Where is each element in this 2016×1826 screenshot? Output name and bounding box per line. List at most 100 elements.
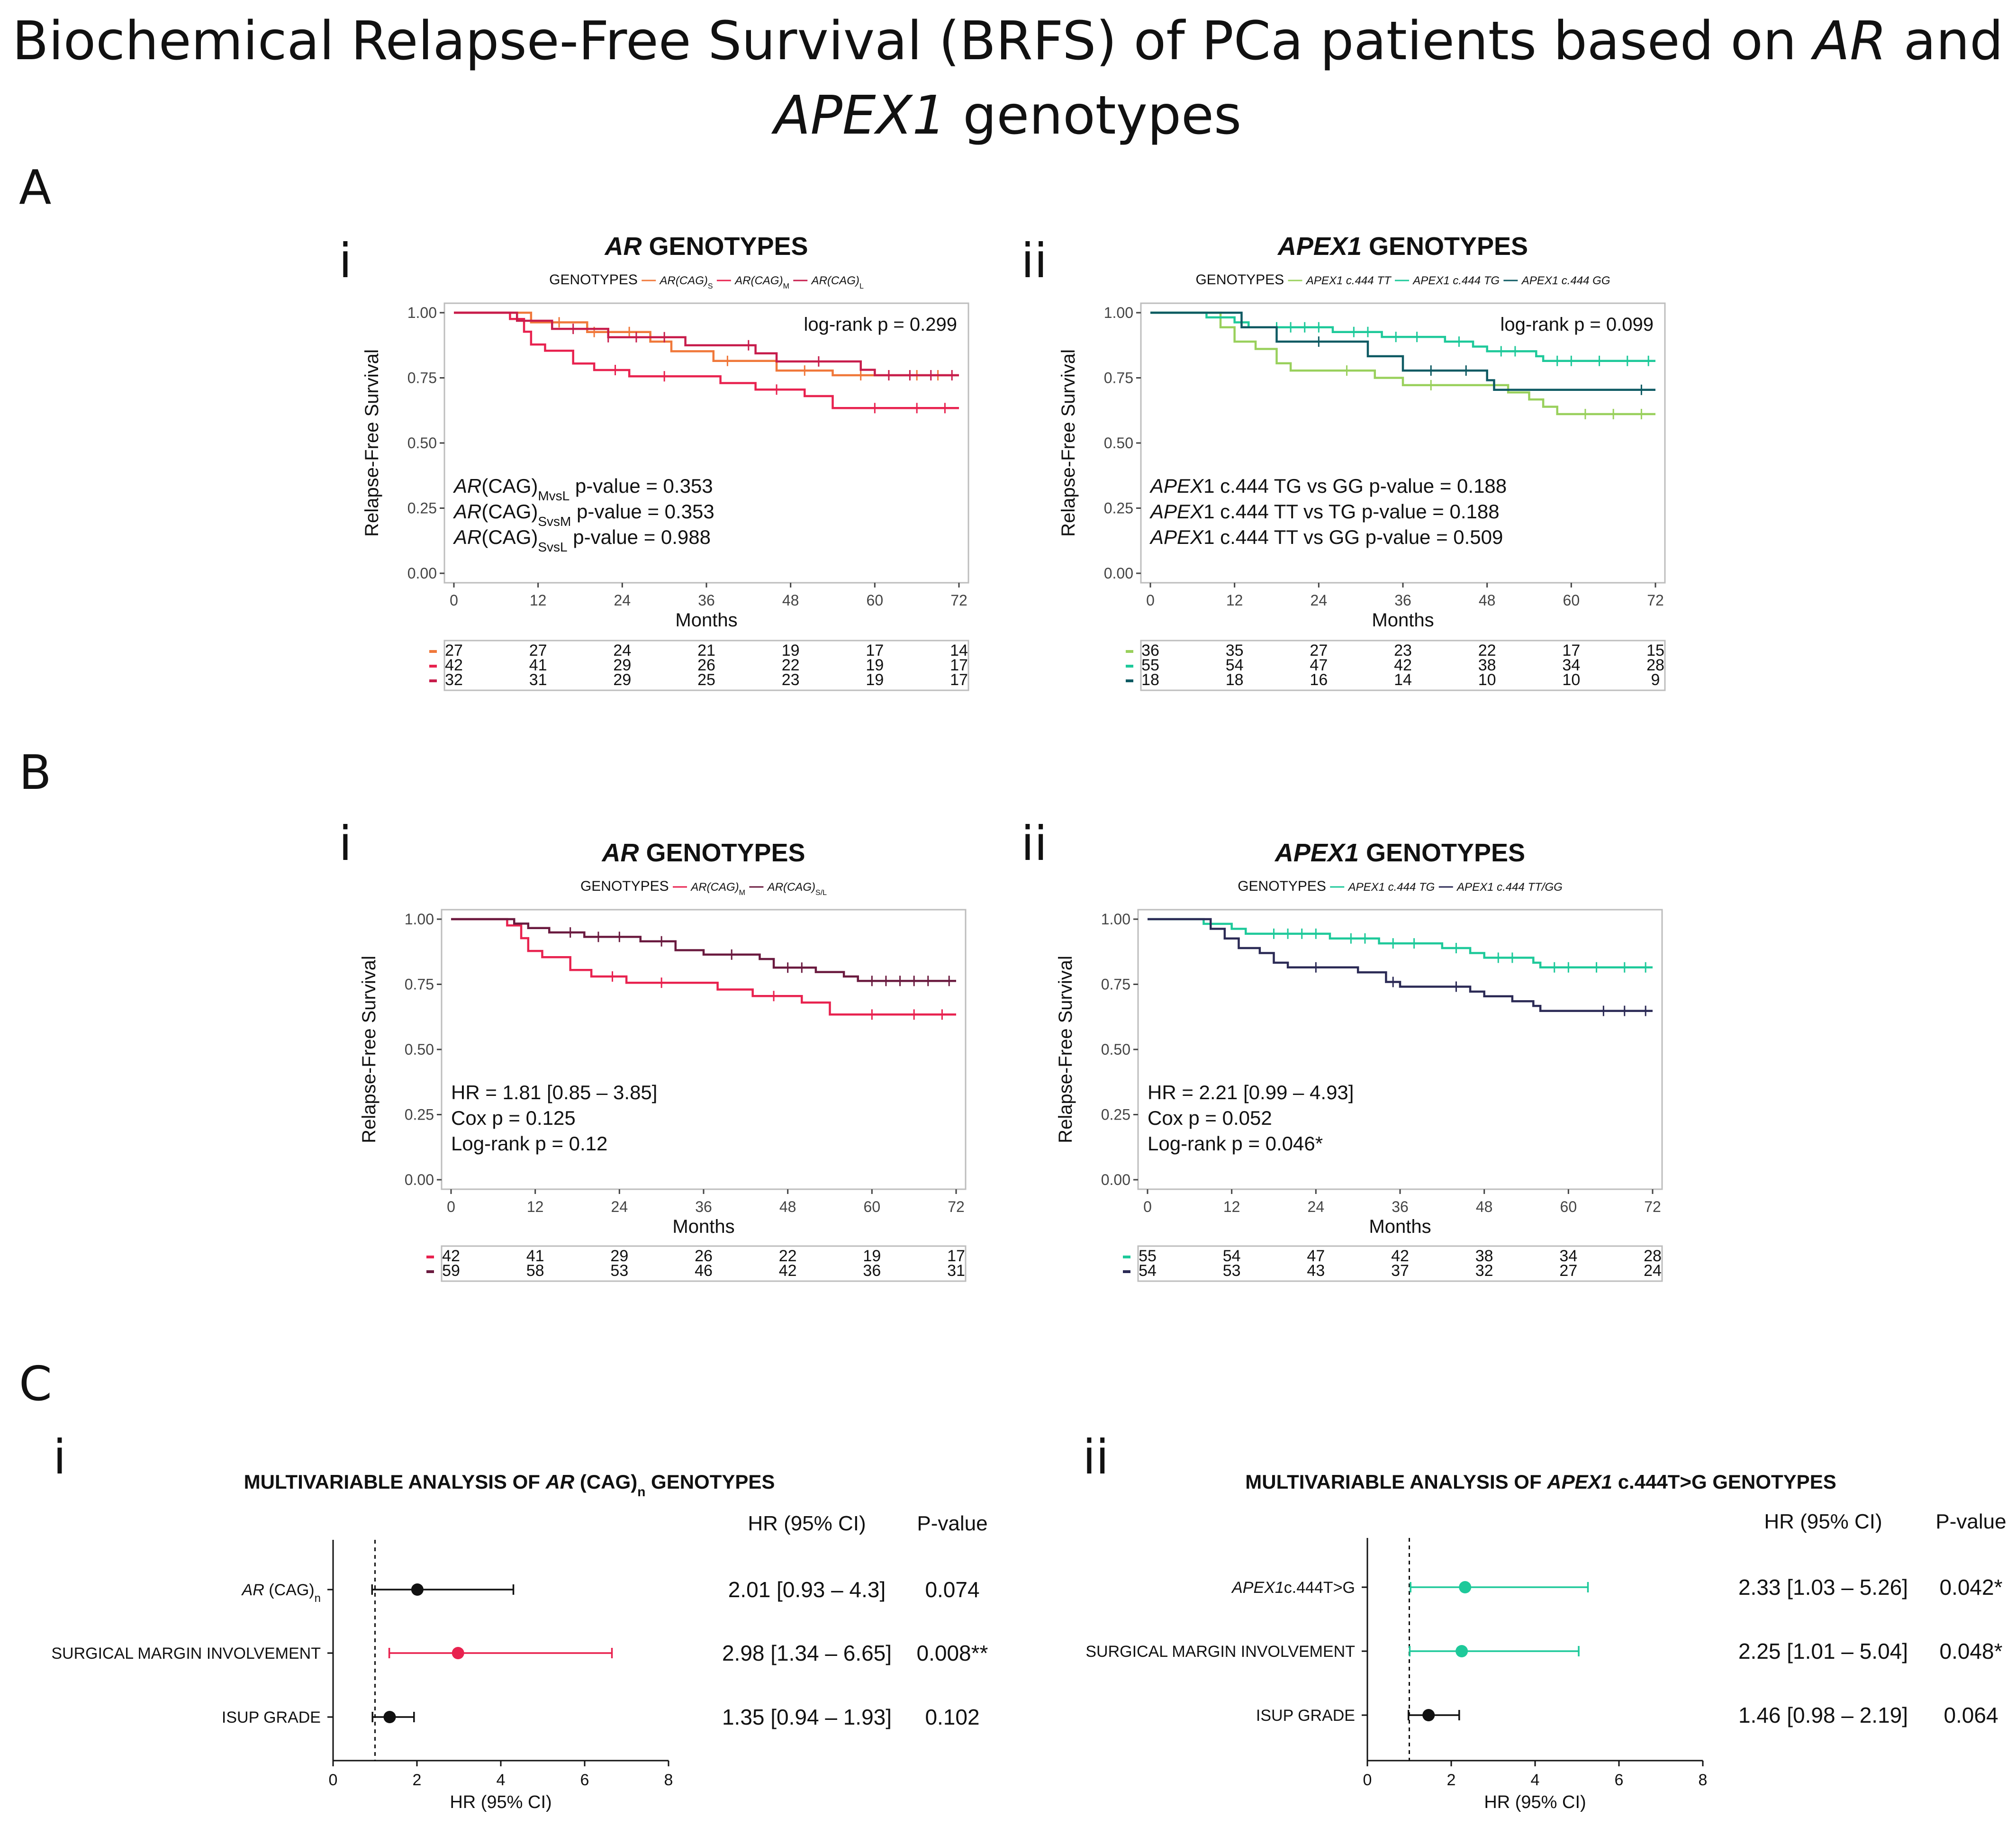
forest-hr-value: 2.01 [0.93 – 4.3] [728, 1577, 886, 1602]
km-y-tick-label: 0.00 [407, 565, 437, 582]
km-risk-cell: 10 [1562, 671, 1580, 689]
km-legend: GENOTYPES — APEX1 c.444 TG — APEX1 c.444… [1238, 878, 1563, 894]
km-risk-cell: 54 [1223, 1247, 1241, 1265]
km-annotation: AR(CAG)SvsM p-value = 0.353 [452, 500, 714, 529]
km-risk-cell: 15 [1646, 642, 1664, 660]
km-risk-cell: 41 [526, 1247, 544, 1265]
km-risk-cell: 35 [1226, 642, 1244, 660]
forest-title-text: MULTIVARIABLE ANALYSIS OF [1245, 1471, 1547, 1493]
forest-x-tick-label: 8 [1699, 1771, 1708, 1789]
km-legend-title: GENOTYPES [549, 272, 642, 288]
km-y-tick-label: 1.00 [1104, 304, 1133, 321]
km-y-tick-label: 0.75 [1104, 370, 1133, 387]
km-risk-cell: 24 [1644, 1262, 1662, 1280]
km-y-axis-label: Relapse-Free Survival [362, 349, 382, 537]
km-legend-title: GENOTYPES [1195, 272, 1288, 288]
forest-p-header: P-value [917, 1512, 987, 1535]
km-y-tick-label: 0.75 [405, 976, 434, 993]
km-title: APEX1 GENOTYPES [1274, 839, 1525, 867]
km-annotation-text: 1 c.444 TT vs TG [1203, 500, 1356, 523]
km-risk-cell: 55 [1141, 656, 1159, 674]
forest-row-label-text: c.444T>G [1284, 1579, 1355, 1597]
km-risk-cell: 24 [613, 642, 631, 660]
km-annotation-italic: AR [452, 475, 481, 497]
km-risk-cell: 38 [1478, 656, 1496, 674]
km-legend-label: APEX1 c.444 TG [1412, 274, 1500, 287]
km-x-tick-label: 24 [1308, 1198, 1325, 1215]
km-y-tick-label: 1.00 [407, 304, 437, 321]
forest-hr-point [1459, 1581, 1472, 1593]
km-curve [1150, 311, 1655, 391]
km-risk-cell: 54 [1139, 1262, 1157, 1280]
km-annotation-italic: AR [452, 500, 481, 523]
km-annotation: APEX1 c.444 TT vs TG p-value = 0.188 [1149, 500, 1500, 523]
km-y-tick-label: 0.50 [405, 1041, 434, 1058]
km-risk-cell: 10 [1478, 671, 1496, 689]
forest-row-label: SURGICAL MARGIN INVOLVEMENT [1085, 1643, 1355, 1661]
km-risk-cell: 22 [1478, 642, 1496, 660]
km-annotation-text: p-value = 0.353 [570, 475, 713, 497]
km-legend-label: AR(CAG) [734, 274, 783, 287]
km-title-italic: APEX1 [1277, 232, 1362, 261]
km-risk-cell: 54 [1226, 656, 1244, 674]
km-risk-cell: 47 [1310, 656, 1328, 674]
km-legend-swatch: — [1503, 272, 1521, 288]
km-risk-table-frame [1140, 640, 1666, 691]
forest-x-tick-label: 2 [1447, 1771, 1456, 1789]
km-title-italic: AR [604, 232, 642, 261]
km-annotation-sub: SvsM [538, 514, 571, 529]
km-risk-cell: 31 [529, 671, 547, 689]
km-annotation: Cox p = 0.125 [451, 1107, 576, 1129]
km-annotation: HR = 2.21 [0.99 – 4.93] [1148, 1081, 1354, 1103]
km-risk-cell: 17 [950, 656, 968, 674]
km-risk-cell: 17 [1562, 642, 1580, 660]
km-y-tick-label: 1.00 [1101, 911, 1130, 928]
km-x-tick-label: 0 [447, 1198, 455, 1215]
km-x-tick-label: 24 [614, 592, 631, 609]
figure-title-line2: APEX1 genotypes [771, 85, 1242, 146]
km-annotation: AR(CAG)MvsL p-value = 0.353 [452, 475, 713, 503]
km-risk-cell: 19 [782, 642, 800, 660]
forest-row-label: AR (CAG)n [241, 1581, 321, 1605]
km-title-italic: AR [601, 839, 639, 867]
km-title-rest: GENOTYPES [639, 839, 805, 867]
km-legend-title: GENOTYPES [580, 878, 673, 894]
km-curve [1148, 918, 1653, 1012]
forest-x-axis-label: HR (95% CI) [450, 1792, 551, 1812]
section-label-a: A [19, 160, 51, 215]
km-annotation: HR = 1.81 [0.85 – 3.85] [451, 1081, 657, 1103]
km-legend-label: AR(CAG) [811, 274, 859, 287]
km-risk-cell: 19 [866, 656, 884, 674]
km-risk-cell: 34 [1562, 656, 1580, 674]
km-risk-cell: 34 [1559, 1247, 1577, 1265]
km-legend-label: APEX1 c.444 GG [1521, 274, 1610, 287]
km-risk-cell: 29 [610, 1247, 628, 1265]
km-risk-cell: 37 [1391, 1262, 1409, 1280]
km-curve [454, 311, 959, 377]
km-legend-gap [1500, 272, 1503, 288]
km-risk-cell: 38 [1475, 1247, 1493, 1265]
km-title-rest: GENOTYPES [1362, 232, 1528, 261]
forest-title-text: MULTIVARIABLE ANALYSIS OF [244, 1471, 546, 1493]
km-x-tick-label: 36 [698, 592, 715, 609]
km-legend-sub: S [708, 282, 713, 290]
km-annotation-sub: MvsL [538, 488, 570, 503]
km-annotation-text: (CAG) [481, 475, 538, 497]
forest-row-label-italic: APEX1 [1231, 1579, 1284, 1597]
km-curve [454, 311, 959, 409]
forest-title-sub: n [637, 1484, 645, 1499]
km-risk-cell: 46 [695, 1262, 713, 1280]
km-x-tick-label: 36 [695, 1198, 712, 1215]
km-curve [1150, 311, 1655, 416]
forest-x-tick-label: 8 [664, 1771, 673, 1789]
km-risk-cell: 28 [1644, 1247, 1662, 1265]
km-legend-label: AR(CAG) [767, 881, 815, 894]
km-x-axis-label: Months [1369, 1216, 1431, 1237]
km-annotation-text: Log-rank p = 0.046* [1148, 1132, 1323, 1155]
forest-hr-point [1422, 1709, 1435, 1721]
forest-title-italic: AR [545, 1471, 575, 1493]
forest-row-label-text: SURGICAL MARGIN INVOLVEMENT [51, 1645, 321, 1663]
panel-a-i-label: i [339, 233, 352, 289]
km-logrank-label: log-rank p = 0.299 [804, 314, 957, 335]
